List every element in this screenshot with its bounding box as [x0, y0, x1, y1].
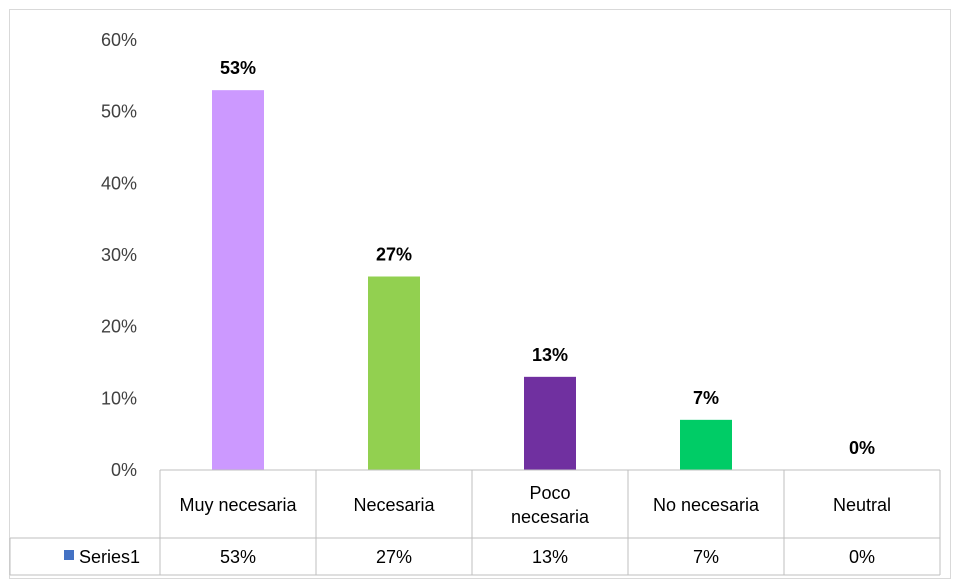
y-tick-label: 30%: [101, 245, 137, 265]
y-tick-label: 40%: [101, 173, 137, 193]
data-label: 7%: [693, 388, 719, 408]
y-axis: 0% 10% 20% 30% 40% 50% 60%: [101, 30, 137, 480]
y-tick-label: 10%: [101, 388, 137, 408]
y-tick-label: 60%: [101, 30, 137, 50]
bar: [368, 276, 420, 470]
category-label: Necesaria: [353, 495, 435, 515]
bar: [680, 419, 732, 470]
category-label: necesaria: [511, 507, 590, 527]
y-tick-label: 20%: [101, 317, 137, 337]
y-tick-label: 50%: [101, 102, 137, 122]
data-label: 27%: [376, 245, 412, 265]
data-label: 0%: [849, 438, 875, 458]
legend-label: Series1: [79, 547, 140, 567]
bar: [212, 90, 264, 471]
table-value: 13%: [532, 547, 568, 567]
category-label: No necesaria: [653, 495, 760, 515]
data-label: 13%: [532, 345, 568, 365]
bars: [212, 90, 732, 471]
y-tick-label: 0%: [111, 460, 137, 480]
data-table: Muy necesaria Necesaria Poco necesaria No ne…: [9, 469, 941, 576]
category-label: Muy necesaria: [179, 495, 297, 515]
table-value: 0%: [849, 547, 875, 567]
data-label: 53%: [220, 58, 256, 78]
bar: [524, 376, 576, 470]
category-label: Poco: [529, 483, 570, 503]
data-labels: 53% 27% 13% 7% 0%: [220, 58, 875, 458]
table-value: 53%: [220, 547, 256, 567]
category-label: Neutral: [833, 495, 891, 515]
table-value: 27%: [376, 547, 412, 567]
legend-key: [64, 550, 74, 560]
table-value: 7%: [693, 547, 719, 567]
chart-frame: [9, 9, 951, 579]
